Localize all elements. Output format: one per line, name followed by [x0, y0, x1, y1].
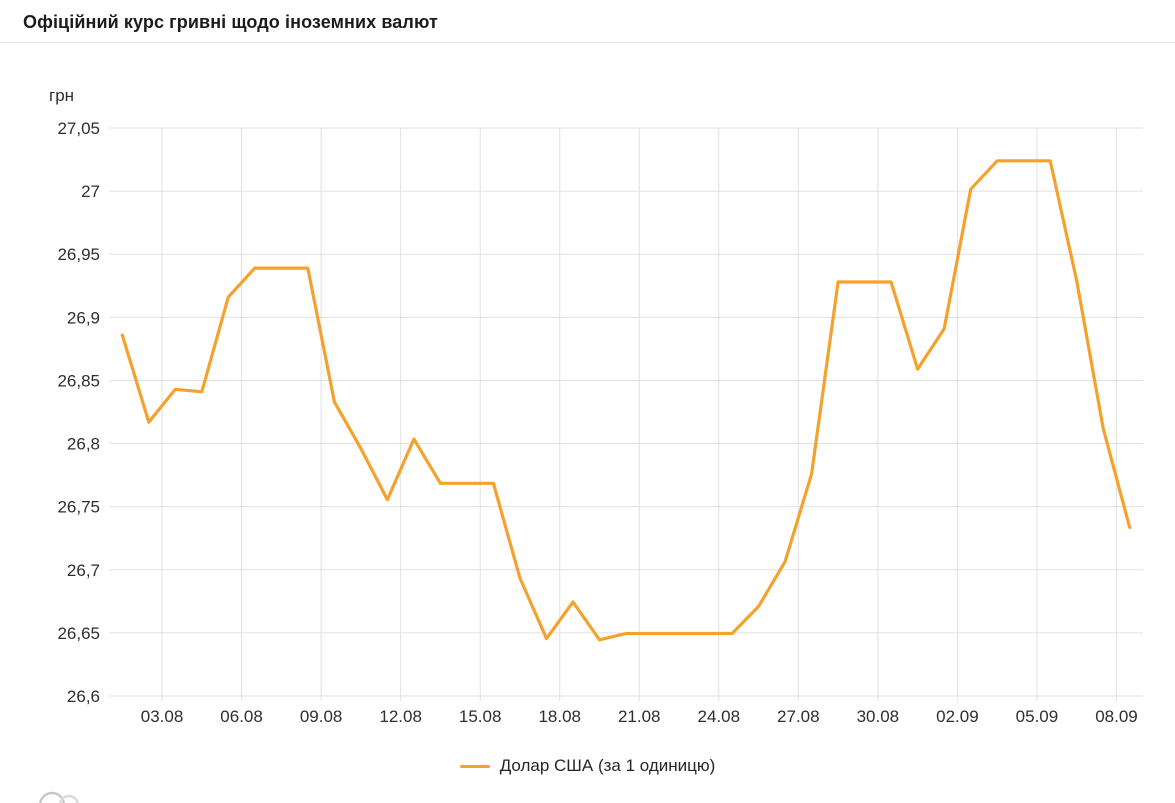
x-tick-label: 03.08: [141, 707, 184, 726]
y-tick-label: 26,65: [57, 624, 100, 643]
x-tick-label: 27.08: [777, 707, 820, 726]
x-tick-label: 24.08: [698, 707, 741, 726]
legend: Долар США (за 1 одиницю): [0, 756, 1175, 776]
legend-label: Долар США (за 1 одиницю): [499, 756, 716, 775]
legend-item-usd[interactable]: Долар США (за 1 одиницю): [459, 756, 716, 776]
x-tick-label: 15.08: [459, 707, 502, 726]
x-tick-label: 02.09: [936, 707, 979, 726]
y-tick-label: 26,8: [67, 435, 100, 454]
x-tick-label: 21.08: [618, 707, 661, 726]
y-tick-label: 26,9: [67, 308, 100, 327]
x-tick-label: 05.09: [1016, 707, 1059, 726]
y-tick-label: 26,6: [67, 687, 100, 706]
x-tick-label: 30.08: [857, 707, 900, 726]
x-tick-label: 08.09: [1095, 707, 1138, 726]
legend-line-swatch: [459, 764, 490, 768]
y-axis-title: грн: [49, 86, 75, 105]
x-tick-label: 12.08: [379, 707, 422, 726]
y-tick-label: 27,05: [57, 119, 100, 138]
watermark-logo: [39, 791, 79, 803]
x-tick-label: 06.08: [220, 707, 263, 726]
y-tick-label: 26,75: [57, 498, 100, 517]
chart-title: Офіційний курс гривні щодо іноземних вал…: [23, 12, 438, 32]
usd-rate-line: [120, 159, 1132, 642]
y-tick-label: 26,85: [57, 371, 100, 390]
x-tick-label: 18.08: [538, 707, 581, 726]
x-tick-label: 09.08: [300, 707, 343, 726]
y-tick-label: 26,7: [67, 561, 100, 580]
header: Офіційний курс гривні щодо іноземних вал…: [0, 0, 1175, 43]
y-tick-label: 27: [81, 182, 100, 201]
y-tick-label: 26,95: [57, 245, 100, 264]
